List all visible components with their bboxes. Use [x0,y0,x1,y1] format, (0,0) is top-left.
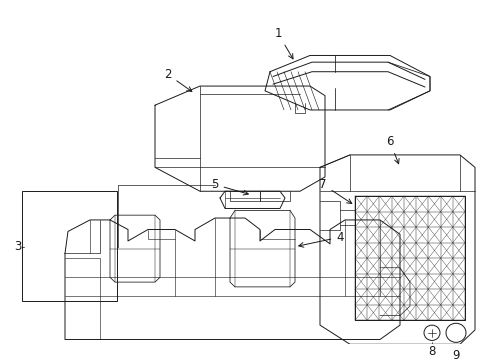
Text: 7: 7 [319,178,351,203]
Text: 8: 8 [427,345,435,359]
Text: 1: 1 [274,27,292,59]
Text: 5: 5 [211,178,248,195]
Text: 6: 6 [386,135,398,164]
Bar [22,191,117,301]
Text: 4: 4 [298,231,343,247]
Text: 3: 3 [14,240,21,253]
Text: 2: 2 [164,68,191,91]
Text: 9: 9 [451,349,459,360]
